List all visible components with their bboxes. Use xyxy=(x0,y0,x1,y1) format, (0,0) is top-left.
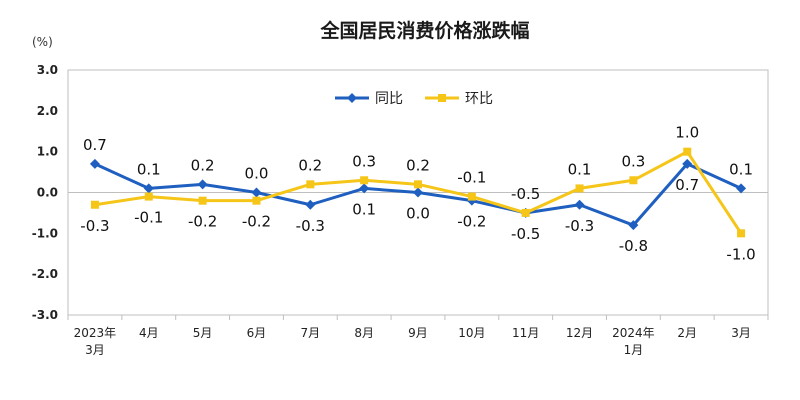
data-label-mom: -0.2 xyxy=(242,213,271,231)
legend: 同比 环比 xyxy=(335,91,493,107)
series-mom-point xyxy=(144,192,153,201)
y-tick-label: 1.0 xyxy=(37,145,58,159)
series-mom-point xyxy=(198,196,207,205)
chart-title: 全国居民消费价格涨跌幅 xyxy=(319,19,529,42)
y-tick-label: 2.0 xyxy=(37,104,58,118)
data-label-mom: -0.2 xyxy=(188,213,217,231)
data-label-mom: 0.3 xyxy=(352,152,376,170)
series-mom-point xyxy=(575,184,584,193)
y-tick-label: 0.0 xyxy=(37,186,58,200)
series-yoy-point xyxy=(251,187,262,198)
series-yoy-point xyxy=(89,158,100,169)
series-mom-point xyxy=(90,200,99,209)
series-yoy-point xyxy=(682,158,693,169)
series-yoy-point xyxy=(413,187,423,198)
data-label-mom: 0.3 xyxy=(621,152,645,170)
x-tick-label: 10月 xyxy=(458,326,485,340)
y-tick-label: 3.0 xyxy=(37,63,58,77)
x-axis-ticks: 2023年 3月 4月 5月 6月 7月 8月 9月 10月 11月 12月 2024年 1月 2月 3月 xyxy=(67,315,769,357)
x-tick-label: 5月 xyxy=(193,326,213,340)
x-tick-label: 2024年 xyxy=(612,326,655,340)
data-labels: 0.7 0.1 0.2 0.0 -0.3 0.1 0.0 -0.2 -0.5 -0.3 -0.8 0.… xyxy=(80,124,755,264)
data-label-yoy: 0.0 xyxy=(245,165,269,183)
data-label-yoy: 0.1 xyxy=(137,160,161,178)
legend-item-mom: 环比 xyxy=(425,91,493,107)
y-axis-ticks: 3.0 2.0 1.0 0.0 -1.0 -2.0 -3.0 xyxy=(32,63,58,322)
series-mom-point xyxy=(629,176,638,185)
series-mom-point xyxy=(737,229,746,238)
data-label-mom: 0.2 xyxy=(298,156,322,174)
legend-label: 同比 xyxy=(375,91,403,107)
data-label-mom: 0.2 xyxy=(406,156,430,174)
series-mom-point xyxy=(360,176,369,185)
data-label-yoy: 0.7 xyxy=(83,136,107,154)
data-label-yoy: 0.2 xyxy=(191,156,215,174)
data-label-mom: -1.0 xyxy=(726,245,755,263)
data-label-mom: -0.3 xyxy=(80,217,109,235)
y-tick-label: -2.0 xyxy=(32,267,58,281)
x-tick-label: 7月 xyxy=(300,326,320,340)
series-yoy-point xyxy=(143,183,154,194)
x-tick-label: 6月 xyxy=(247,326,267,340)
data-label-mom: -0.1 xyxy=(134,209,163,227)
x-tick-label: 1月 xyxy=(624,343,644,357)
series-mom-point xyxy=(467,192,476,201)
legend-swatch-marker xyxy=(438,94,446,102)
data-label-yoy: -0.3 xyxy=(296,217,325,235)
legend-swatch-marker xyxy=(347,93,357,103)
series-layer: 0.7 0.1 0.2 0.0 -0.3 0.1 0.0 -0.2 -0.5 -0.3 -0.8 0.… xyxy=(80,124,755,264)
data-label-yoy: 0.7 xyxy=(675,176,699,194)
data-label-yoy: -0.8 xyxy=(619,237,648,255)
data-label-mom: -0.5 xyxy=(511,225,540,243)
y-tick-label: -1.0 xyxy=(32,226,58,240)
series-mom-point xyxy=(414,180,422,189)
series-mom-point xyxy=(252,196,261,205)
data-label-yoy: -0.5 xyxy=(511,185,540,203)
data-label-yoy: 0.1 xyxy=(729,160,753,178)
data-label-mom: 0.1 xyxy=(568,160,592,178)
legend-label: 环比 xyxy=(465,91,493,107)
data-label-yoy: 0.1 xyxy=(352,200,376,218)
series-yoy-point xyxy=(736,183,747,194)
series-yoy-point xyxy=(574,199,585,210)
x-tick-label: 9月 xyxy=(408,326,428,340)
x-tick-label: 2023年 xyxy=(74,326,117,340)
x-tick-label: 3月 xyxy=(731,326,751,340)
legend-item-yoy: 同比 xyxy=(335,91,403,107)
y-axis-unit: (%) xyxy=(32,35,53,49)
data-label-mom: -0.1 xyxy=(457,169,486,187)
series-mom-point xyxy=(683,147,692,156)
x-tick-label: 12月 xyxy=(566,326,593,340)
series-mom-point xyxy=(521,208,530,217)
data-label-yoy: 0.0 xyxy=(406,205,430,223)
x-tick-label: 11月 xyxy=(512,326,539,340)
data-label-yoy: -0.2 xyxy=(457,213,486,231)
series-mom xyxy=(90,147,746,238)
x-tick-label: 3月 xyxy=(85,343,105,357)
y-tick-label: -3.0 xyxy=(32,308,58,322)
x-tick-label: 4月 xyxy=(139,326,159,340)
x-tick-label: 2月 xyxy=(677,326,697,340)
series-yoy-point xyxy=(197,179,208,190)
data-label-yoy: -0.3 xyxy=(565,217,594,235)
series-yoy-point xyxy=(305,199,316,210)
series-yoy-point xyxy=(359,183,370,194)
x-tick-label: 8月 xyxy=(354,326,374,340)
series-yoy-point xyxy=(628,220,639,231)
series-mom-point xyxy=(306,180,315,189)
data-label-mom: 1.0 xyxy=(675,124,699,142)
